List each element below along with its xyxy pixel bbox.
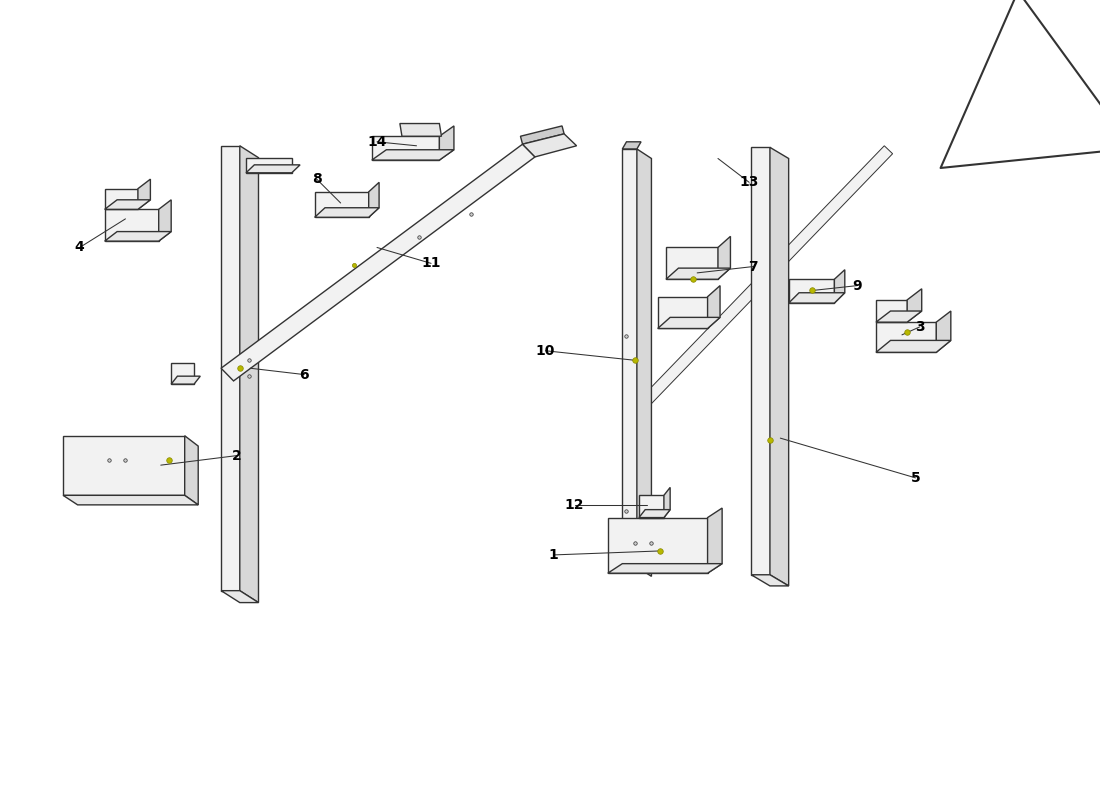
- Polygon shape: [876, 322, 936, 352]
- Text: 14: 14: [367, 135, 387, 149]
- Polygon shape: [439, 126, 454, 160]
- Polygon shape: [246, 165, 300, 173]
- Text: 6: 6: [299, 367, 309, 382]
- Polygon shape: [876, 341, 950, 352]
- Text: 3: 3: [915, 320, 924, 334]
- Text: 7: 7: [748, 259, 758, 274]
- Polygon shape: [221, 144, 535, 381]
- Text: 12: 12: [564, 498, 584, 512]
- Text: 9: 9: [852, 278, 862, 293]
- Polygon shape: [639, 146, 892, 408]
- Polygon shape: [908, 289, 922, 322]
- Polygon shape: [637, 149, 651, 576]
- Polygon shape: [623, 142, 641, 149]
- Polygon shape: [104, 200, 151, 210]
- Polygon shape: [639, 495, 664, 518]
- Polygon shape: [876, 300, 907, 322]
- Text: 8: 8: [311, 172, 321, 186]
- Polygon shape: [63, 436, 185, 495]
- Polygon shape: [707, 508, 722, 573]
- Polygon shape: [718, 236, 730, 279]
- Polygon shape: [770, 147, 789, 586]
- Polygon shape: [789, 293, 845, 303]
- Polygon shape: [664, 487, 670, 518]
- Polygon shape: [158, 200, 172, 241]
- Polygon shape: [315, 208, 379, 218]
- Polygon shape: [138, 179, 151, 210]
- Polygon shape: [400, 123, 441, 136]
- Polygon shape: [240, 146, 258, 602]
- Text: 1: 1: [549, 548, 559, 562]
- Text: 13: 13: [739, 175, 759, 190]
- Polygon shape: [104, 231, 172, 241]
- Polygon shape: [221, 146, 240, 590]
- Polygon shape: [372, 150, 454, 160]
- Polygon shape: [315, 192, 368, 218]
- Polygon shape: [876, 311, 922, 322]
- Polygon shape: [368, 182, 379, 218]
- Polygon shape: [639, 510, 670, 518]
- Polygon shape: [520, 126, 564, 144]
- Polygon shape: [835, 270, 845, 303]
- Polygon shape: [372, 136, 439, 160]
- Text: 2: 2: [232, 449, 242, 462]
- Polygon shape: [221, 590, 258, 602]
- Polygon shape: [608, 518, 707, 573]
- Polygon shape: [172, 376, 200, 384]
- Text: 10: 10: [536, 344, 556, 358]
- Polygon shape: [608, 564, 722, 573]
- Polygon shape: [104, 210, 158, 241]
- Polygon shape: [666, 268, 730, 279]
- Polygon shape: [936, 311, 950, 352]
- Polygon shape: [751, 574, 789, 586]
- Polygon shape: [623, 149, 637, 567]
- Polygon shape: [185, 436, 198, 505]
- Text: 5: 5: [911, 471, 921, 485]
- Polygon shape: [172, 363, 194, 384]
- Polygon shape: [658, 318, 720, 329]
- Polygon shape: [666, 247, 718, 279]
- Polygon shape: [63, 495, 198, 505]
- Polygon shape: [707, 286, 721, 329]
- Polygon shape: [751, 147, 770, 574]
- Polygon shape: [522, 134, 576, 157]
- Text: 11: 11: [421, 256, 441, 270]
- Polygon shape: [104, 189, 138, 210]
- Polygon shape: [246, 158, 292, 173]
- Polygon shape: [658, 297, 707, 329]
- Text: 4: 4: [75, 241, 85, 254]
- Polygon shape: [789, 279, 835, 303]
